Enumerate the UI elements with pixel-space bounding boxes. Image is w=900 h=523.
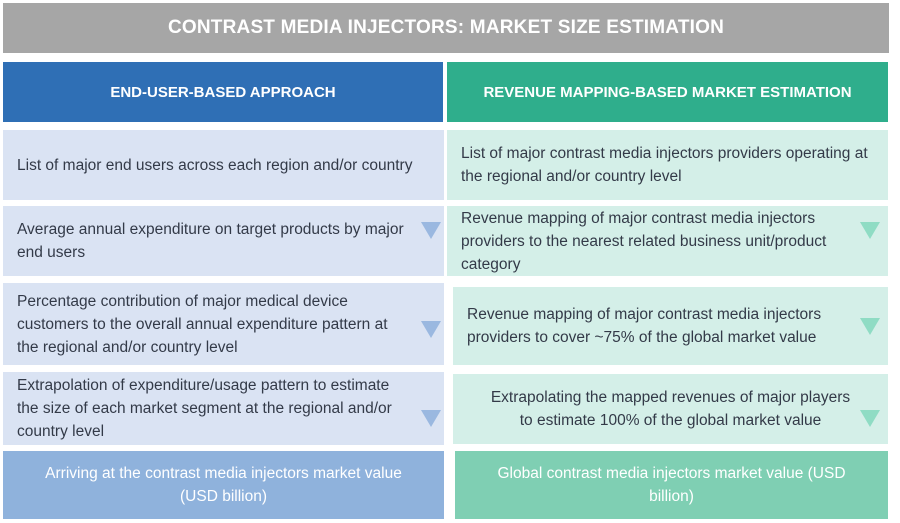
down-triangle-icon <box>421 222 441 239</box>
down-triangle-icon <box>860 318 880 335</box>
right-step-2-text: Revenue mapping of major contrast media … <box>461 209 827 273</box>
left-step-1: List of major end users across each regi… <box>3 130 444 200</box>
left-step-2-text: Average annual expenditure on target pro… <box>17 221 404 261</box>
right-step-2: Revenue mapping of major contrast media … <box>447 206 888 276</box>
right-step-4-text: Extrapolating the mapped revenues of maj… <box>490 389 851 429</box>
right-result: Global contrast media injectors market v… <box>455 451 888 519</box>
left-result-text: Arriving at the contrast media injectors… <box>45 465 402 505</box>
left-column-header: END-USER-BASED APPROACH <box>3 62 443 122</box>
right-step-1: List of major contrast media injectors p… <box>447 130 888 200</box>
left-step-3-text: Percentage contribution of major medical… <box>17 292 388 356</box>
left-step-1-text: List of major end users across each regi… <box>17 156 413 174</box>
left-result: Arriving at the contrast media injectors… <box>3 451 444 519</box>
right-step-1-text: List of major contrast media injectors p… <box>461 145 868 185</box>
down-triangle-icon <box>421 321 441 338</box>
right-step-3: Revenue mapping of major contrast media … <box>453 287 888 365</box>
left-step-4: Extrapolation of expenditure/usage patte… <box>3 372 444 445</box>
left-step-2: Average annual expenditure on target pro… <box>3 206 444 276</box>
diagram-title: CONTRAST MEDIA INJECTORS: MARKET SIZE ES… <box>3 3 889 53</box>
right-step-3-text: Revenue mapping of major contrast media … <box>467 306 822 346</box>
right-result-text: Global contrast media injectors market v… <box>497 465 846 505</box>
down-triangle-icon <box>860 222 880 239</box>
right-column-header: REVENUE MAPPING-BASED MARKET ESTIMATION <box>447 62 888 122</box>
down-triangle-icon <box>860 410 880 427</box>
right-step-4: Extrapolating the mapped revenues of maj… <box>453 374 888 444</box>
left-step-3: Percentage contribution of major medical… <box>3 283 444 365</box>
down-triangle-icon <box>421 410 441 427</box>
left-step-4-text: Extrapolation of expenditure/usage patte… <box>17 377 392 440</box>
